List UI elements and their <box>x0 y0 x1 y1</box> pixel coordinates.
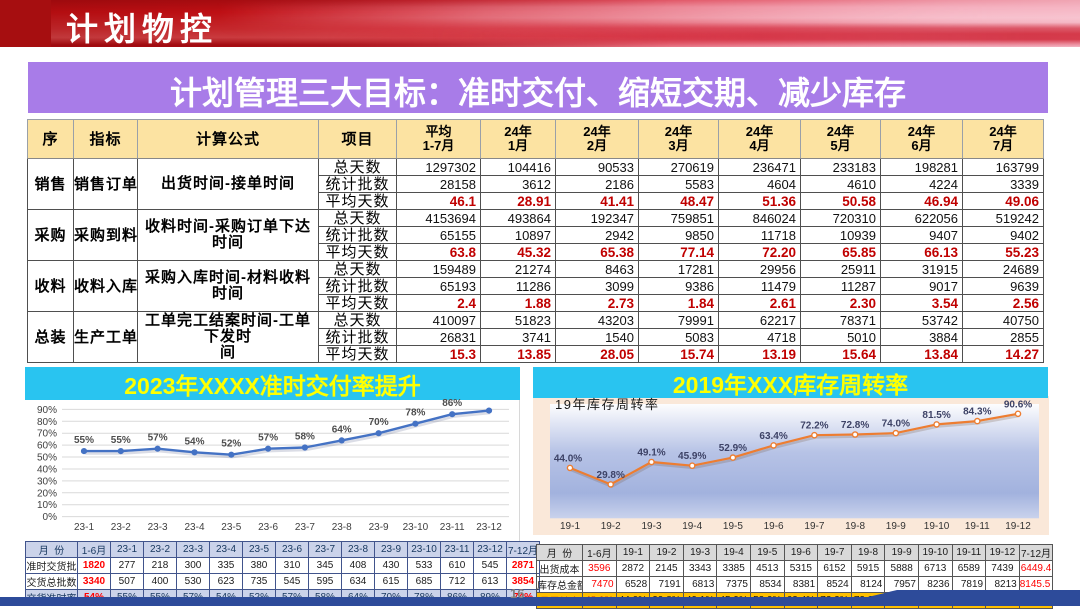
svg-text:23-2: 23-2 <box>111 522 131 533</box>
svg-text:23-3: 23-3 <box>148 522 168 533</box>
svg-text:55%: 55% <box>74 435 94 446</box>
svg-text:19-4: 19-4 <box>682 521 702 532</box>
svg-text:19-12: 19-12 <box>1005 521 1031 532</box>
svg-text:58%: 58% <box>295 432 315 443</box>
svg-text:57%: 57% <box>148 433 168 444</box>
svg-text:86%: 86% <box>442 398 462 409</box>
svg-text:20%: 20% <box>37 488 57 499</box>
svg-text:19-10: 19-10 <box>924 521 950 532</box>
svg-text:23-5: 23-5 <box>221 522 241 533</box>
svg-text:23-4: 23-4 <box>184 522 204 533</box>
svg-text:63.4%: 63.4% <box>759 431 787 442</box>
svg-text:70%: 70% <box>369 417 389 428</box>
svg-text:54%: 54% <box>184 436 204 447</box>
svg-text:23-1: 23-1 <box>74 522 94 533</box>
svg-text:70%: 70% <box>37 429 57 440</box>
svg-text:0%: 0% <box>43 512 58 523</box>
svg-text:52%: 52% <box>221 439 241 450</box>
svg-text:19-11: 19-11 <box>965 521 990 532</box>
svg-text:23-6: 23-6 <box>258 522 278 533</box>
svg-text:19-6: 19-6 <box>764 521 784 532</box>
svg-text:30%: 30% <box>37 476 57 487</box>
svg-text:90.6%: 90.6% <box>1004 399 1032 410</box>
svg-text:52.9%: 52.9% <box>719 443 747 454</box>
svg-text:10%: 10% <box>37 500 57 511</box>
svg-text:23-10: 23-10 <box>403 522 429 533</box>
svg-text:19-3: 19-3 <box>641 521 661 532</box>
svg-text:74.0%: 74.0% <box>882 419 910 430</box>
svg-text:60%: 60% <box>37 441 57 452</box>
svg-text:49.1%: 49.1% <box>637 448 665 459</box>
svg-text:29.8%: 29.8% <box>597 470 625 481</box>
svg-text:23-12: 23-12 <box>476 522 502 533</box>
svg-text:72.8%: 72.8% <box>841 420 869 431</box>
svg-text:57%: 57% <box>258 433 278 444</box>
svg-text:19-7: 19-7 <box>804 521 824 532</box>
svg-text:72.2%: 72.2% <box>800 421 828 432</box>
svg-text:80%: 80% <box>37 417 57 428</box>
svg-text:19-8: 19-8 <box>845 521 865 532</box>
svg-text:81.5%: 81.5% <box>922 410 950 421</box>
svg-text:55%: 55% <box>111 435 131 446</box>
svg-text:23-7: 23-7 <box>295 522 315 533</box>
svg-text:40%: 40% <box>37 465 57 476</box>
svg-text:64%: 64% <box>332 424 352 435</box>
svg-text:90%: 90% <box>37 405 57 416</box>
svg-text:23-8: 23-8 <box>332 522 352 533</box>
svg-text:23-11: 23-11 <box>440 522 465 533</box>
svg-text:78%: 78% <box>405 408 425 419</box>
svg-text:19年库存周转率: 19年库存周转率 <box>555 397 659 412</box>
svg-text:19-1: 19-1 <box>560 521 580 532</box>
svg-text:45.9%: 45.9% <box>678 451 706 462</box>
svg-text:44.0%: 44.0% <box>554 453 582 464</box>
svg-text:19-2: 19-2 <box>601 521 621 532</box>
svg-text:84.3%: 84.3% <box>963 407 991 418</box>
svg-text:50%: 50% <box>37 453 57 464</box>
svg-text:23-9: 23-9 <box>369 522 389 533</box>
svg-text:19-5: 19-5 <box>723 521 743 532</box>
svg-text:19-9: 19-9 <box>886 521 906 532</box>
